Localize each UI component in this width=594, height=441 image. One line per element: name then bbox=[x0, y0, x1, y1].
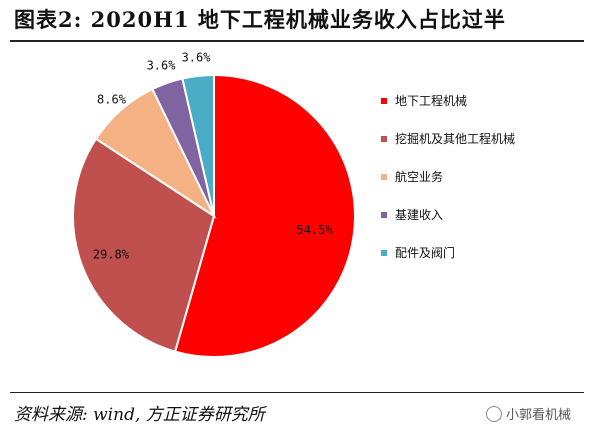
pie-chart: 54.5% 29.8% 8.6% 3.6% 3.6% 地下工程机械挖掘机及其他工程机械航… bbox=[72, 51, 515, 358]
wechat-icon bbox=[486, 405, 502, 422]
source-note: 资料来源: wind, 方正证券研究所 bbox=[14, 405, 265, 425]
legend-swatch-3 bbox=[381, 174, 387, 180]
pie-data-labels: 54.5% 29.8% 8.6% 3.6% 3.6% bbox=[93, 51, 334, 262]
footer-divider bbox=[10, 392, 584, 393]
pie-slice-2 bbox=[72, 137, 216, 353]
pie-slices bbox=[72, 73, 356, 358]
pie-slice-1 bbox=[173, 73, 356, 358]
title-divider bbox=[10, 40, 584, 42]
pie-slice-5 bbox=[181, 73, 215, 217]
page-title: 图表2: 2020H1 地下工程机械业务收入占比过半 bbox=[14, 7, 506, 32]
legend-swatch-4 bbox=[381, 212, 387, 218]
data-label-5: 3.6% bbox=[182, 51, 212, 65]
legend-swatch-2 bbox=[381, 136, 387, 142]
legend-label-5: 配件及阀门 bbox=[395, 245, 455, 260]
legend-label-1: 地下工程机械 bbox=[395, 93, 467, 108]
watermark: 小郭看机械 bbox=[486, 404, 571, 423]
data-label-3: 8.6% bbox=[97, 93, 127, 107]
legend-swatch-1 bbox=[381, 98, 387, 104]
legend-label-3: 航空业务 bbox=[395, 169, 443, 184]
watermark-text: 小郭看机械 bbox=[506, 408, 572, 423]
legend-label-2: 挖掘机及其他工程机械 bbox=[395, 131, 515, 146]
data-label-1: 54.5% bbox=[296, 223, 333, 237]
legend-swatch-5 bbox=[381, 250, 387, 256]
data-label-4: 3.6% bbox=[147, 59, 177, 73]
data-label-2: 29.8% bbox=[93, 247, 130, 261]
legend-label-4: 基建收入 bbox=[395, 208, 443, 222]
